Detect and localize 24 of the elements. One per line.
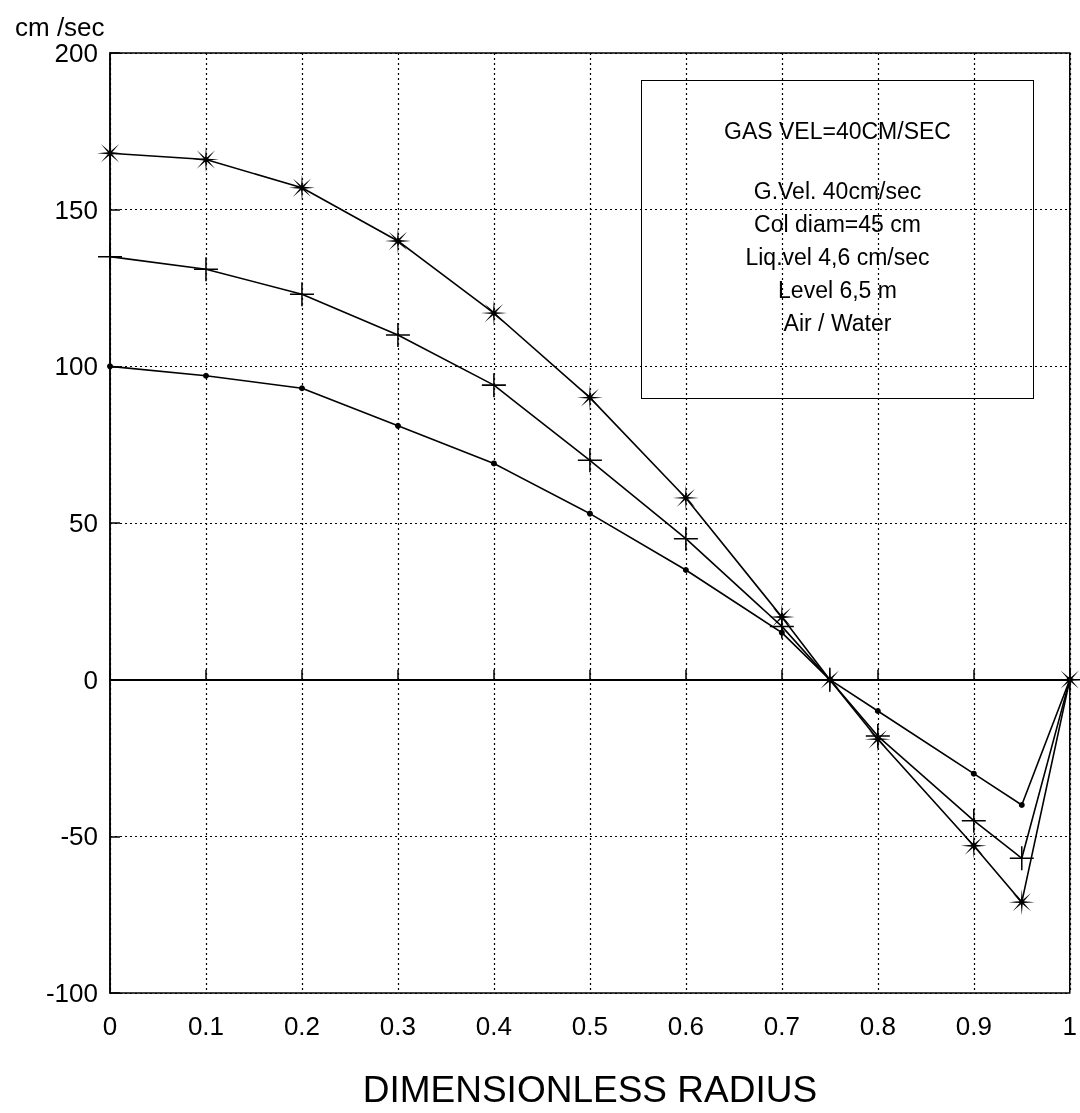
- y-tick-label: 100: [54, 351, 98, 382]
- x-tick-label: 0.5: [571, 1011, 608, 1041]
- annotation: Air / Water: [782, 309, 893, 338]
- annotation: Level 6,5 m: [777, 276, 898, 305]
- x-axis-title: DIMENSIONLESS RADIUS: [362, 1069, 818, 1110]
- x-tick-label: 0.6: [667, 1011, 704, 1041]
- annotation: Col diam=45 cm: [753, 210, 922, 239]
- y-tick-label: -100: [45, 978, 98, 1008]
- x-tick-label: 0.8: [859, 1011, 896, 1041]
- x-tick-label: 0.4: [475, 1011, 512, 1041]
- x-tick-label: 0.7: [763, 1011, 800, 1041]
- annotation: G.Vel. 40cm/sec: [752, 177, 923, 206]
- y-tick-label: -50: [60, 821, 98, 852]
- x-tick-label: 0.2: [283, 1011, 321, 1041]
- y-tick-label: 150: [54, 194, 98, 225]
- x-tick-label: 0.9: [955, 1011, 992, 1041]
- x-tick-label: 0.1: [187, 1011, 225, 1041]
- annotation: Liq.vel 4,6 cm/sec: [744, 243, 931, 272]
- y-tick-label: 0: [83, 664, 98, 695]
- y-tick-label: 50: [69, 508, 98, 538]
- x-tick-label: 0: [102, 1011, 118, 1041]
- annotation: GAS VEL=40CM/SEC: [723, 117, 952, 146]
- x-tick-label: 1: [1062, 1011, 1077, 1041]
- x-tick-label: 0.3: [379, 1011, 417, 1041]
